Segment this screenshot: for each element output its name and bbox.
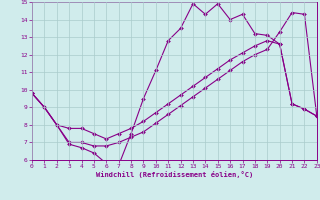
X-axis label: Windchill (Refroidissement éolien,°C): Windchill (Refroidissement éolien,°C) — [96, 171, 253, 178]
